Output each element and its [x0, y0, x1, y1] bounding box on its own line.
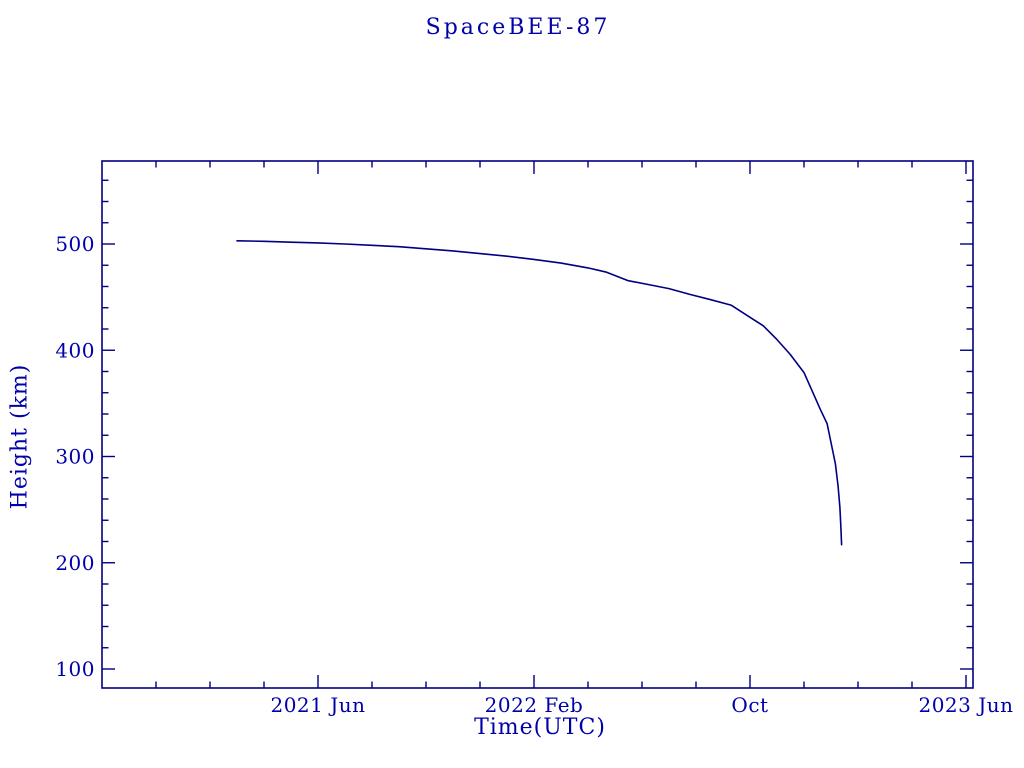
x-tick-label: 2023 Jun	[918, 693, 1013, 717]
y-tick-label: 200	[55, 551, 95, 575]
page-title: SpaceBEE-87	[425, 15, 611, 40]
y-tick-label: 300	[55, 445, 95, 469]
y-tick-label: 500	[55, 232, 95, 256]
x-tick-label: Oct	[731, 693, 768, 717]
x-tick-label: 2022 Feb	[485, 693, 584, 717]
x-tick-label: 2021 Jun	[270, 693, 365, 717]
plot-frame	[101, 160, 974, 689]
height-curve	[236, 240, 843, 546]
x-axis-label: Time(UTC)	[474, 715, 606, 740]
y-tick-label: 100	[55, 657, 95, 681]
y-tick-label: 400	[55, 338, 95, 362]
